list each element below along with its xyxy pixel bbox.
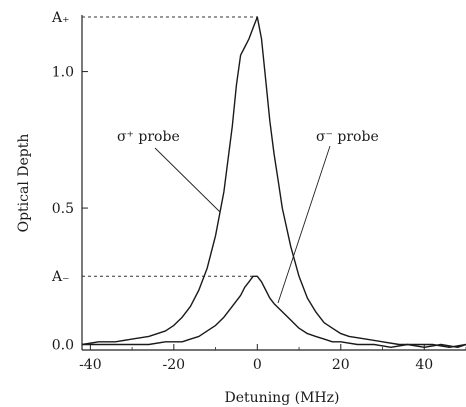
y-tick-label: 0.5 (52, 201, 74, 217)
x-tick-label: 20 (332, 357, 350, 373)
sigma-minus-leader-line (277, 145, 331, 304)
y-tick-label: 1.0 (52, 65, 74, 81)
x-axis-title: Detuning (MHz) (225, 390, 340, 406)
a-plus-label: A₊ (51, 10, 70, 26)
a-minus-label: A₋ (51, 269, 70, 285)
x-tick-label: -20 (163, 357, 186, 373)
y-tick-label: 0.0 (52, 338, 74, 354)
sigma-plus-leader-line (154, 147, 221, 213)
guide-lines (82, 16, 258, 277)
sigma-plus-curve (81, 16, 466, 348)
x-tick-label: 40 (415, 357, 433, 373)
annotations (154, 145, 331, 304)
sigma-minus-curve (82, 275, 466, 348)
x-tick-label: 0 (253, 357, 262, 373)
x-tick-label: -40 (79, 357, 102, 373)
y-axis-title: Optical Depth (16, 134, 32, 233)
ticks: 0.0 0.5 1.0 -40 -20 0 20 40 (52, 65, 466, 373)
sigma-minus-probe-label: σ⁻ probe (316, 129, 379, 145)
series (81, 16, 466, 348)
axes (81, 15, 466, 351)
sigma-plus-probe-label: σ⁺ probe (117, 129, 180, 145)
